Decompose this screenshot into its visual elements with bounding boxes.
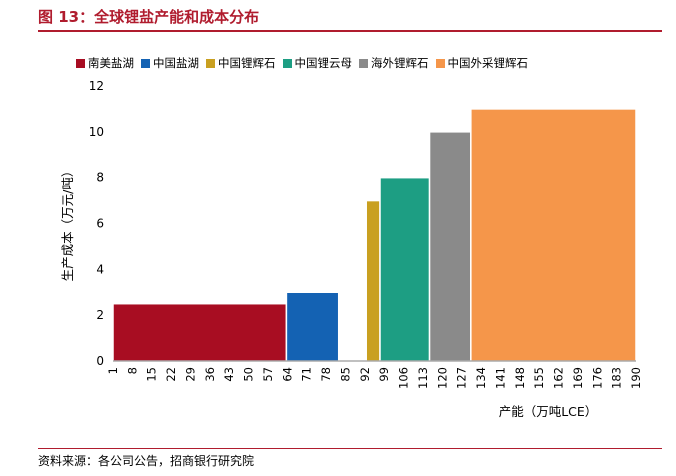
y-axis-title: 生产成本（万元/吨）	[60, 165, 75, 282]
legend-label: 中国锂辉石	[218, 56, 276, 70]
x-tick-label: 134	[474, 367, 488, 389]
legend-item: 中国锂云母	[282, 55, 353, 71]
x-tick-label: 176	[590, 367, 604, 389]
x-tick-label: 141	[493, 367, 507, 389]
legend-swatch	[141, 58, 150, 68]
source-note: 资料来源：各公司公告，招商银行研究院	[38, 454, 255, 468]
y-tick-label: 12	[89, 79, 104, 93]
legend-label: 中国盐湖	[153, 56, 199, 70]
legend-item: 中国锂辉石	[206, 55, 276, 71]
legend-swatch	[206, 58, 215, 68]
x-tick-label: 106	[397, 367, 411, 389]
y-tick-label: 6	[96, 217, 104, 231]
x-tick-label: 148	[513, 367, 527, 389]
y-tick-label: 0	[96, 354, 104, 368]
x-tick-label: 50	[242, 367, 256, 382]
x-tick-label: 78	[319, 367, 333, 382]
x-tick-label: 43	[222, 367, 236, 382]
legend-label: 中国外采锂辉石	[447, 56, 529, 70]
bar-segment	[112, 302, 288, 362]
y-tick-label: 10	[89, 125, 104, 139]
x-tick-label: 92	[358, 367, 372, 382]
x-tick-label: 155	[532, 367, 546, 389]
x-tick-label: 57	[261, 367, 275, 382]
x-tick-label: 22	[164, 367, 178, 382]
legend-item: 南美盐湖	[76, 55, 134, 71]
legend-swatch	[359, 58, 368, 68]
x-axis-title: 产能（万吨LCE）	[499, 404, 598, 419]
x-tick-label: 113	[416, 367, 430, 389]
y-axis-ticks: 0 2 4 6 8 10 12	[89, 79, 104, 368]
y-tick-label: 8	[96, 171, 104, 185]
x-tick-label: 162	[552, 367, 566, 389]
legend-label: 南美盐湖	[88, 56, 134, 70]
x-tick-label: 127	[455, 367, 469, 389]
x-tick-label: 85	[338, 367, 352, 382]
x-tick-label: 71	[300, 367, 314, 382]
bar-segment	[285, 291, 340, 362]
x-tick-label: 190	[629, 367, 643, 389]
bar-segment	[470, 108, 637, 362]
legend-item: 中国盐湖	[141, 55, 199, 71]
chart-legend: 南美盐湖 中国盐湖 中国锂辉石 中国锂云母 海外锂辉石 中国外采锂辉石	[76, 55, 528, 71]
legend-label: 中国锂云母	[294, 56, 353, 70]
legend-label: 海外锂辉石	[371, 56, 429, 70]
bar-segment	[365, 199, 381, 362]
legend-item: 中国外采锂辉石	[435, 55, 529, 71]
footer-rule	[38, 448, 662, 449]
legend-swatch	[282, 58, 292, 68]
x-tick-label: 183	[610, 367, 624, 389]
x-tick-label: 36	[203, 367, 217, 382]
bars-group	[112, 108, 637, 362]
legend-item: 海外锂辉石	[359, 55, 429, 71]
legend-swatch	[435, 58, 445, 68]
x-axis-ticks: 1 8 15 22 29 36 43 50 57 64 71 78 85 92 99 106 113 120 127…	[106, 367, 643, 389]
y-tick-label: 4	[96, 262, 104, 276]
x-tick-label: 120	[435, 367, 449, 389]
x-tick-label: 1	[106, 367, 120, 374]
x-tick-label: 99	[377, 367, 391, 382]
legend-swatch	[76, 58, 85, 68]
x-tick-label: 169	[571, 367, 585, 389]
x-tick-label: 15	[145, 367, 159, 382]
title-rule	[38, 30, 662, 32]
bar-segment	[428, 131, 472, 362]
x-tick-label: 8	[125, 367, 139, 374]
x-tick-label: 64	[280, 367, 294, 382]
x-tick-label: 29	[183, 367, 197, 382]
figure-title: 图 13：全球锂盐产能和成本分布	[38, 8, 260, 26]
bar-segment	[379, 176, 431, 362]
y-tick-label: 2	[96, 308, 104, 322]
